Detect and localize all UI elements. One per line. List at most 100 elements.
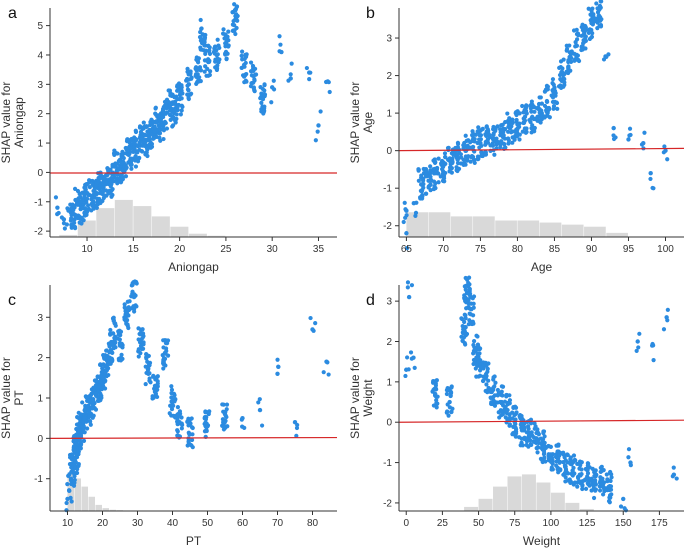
- data-point: [566, 64, 571, 69]
- data-point: [598, 5, 603, 10]
- data-point: [475, 157, 480, 162]
- data-point: [671, 472, 677, 477]
- data-point: [501, 141, 506, 146]
- data-point: [542, 114, 547, 119]
- data-point: [89, 399, 95, 405]
- data-point: [96, 398, 102, 403]
- data-point: [252, 77, 257, 82]
- data-point: [476, 359, 481, 364]
- data-point: [321, 370, 326, 375]
- data-point: [143, 381, 148, 387]
- histogram-bar: [579, 508, 594, 511]
- data-point: [82, 430, 87, 435]
- data-point: [431, 403, 436, 408]
- x-tick-label: 125: [579, 518, 596, 529]
- data-point: [442, 154, 448, 160]
- data-point: [231, 28, 236, 33]
- data-point: [507, 398, 513, 403]
- data-point: [500, 133, 505, 138]
- y-tick-label: 1: [386, 109, 392, 120]
- data-point: [542, 103, 548, 109]
- data-point: [175, 88, 180, 93]
- data-point: [512, 137, 517, 142]
- data-point: [550, 99, 556, 105]
- data-point: [64, 222, 70, 227]
- data-point: [170, 399, 175, 405]
- data-point: [555, 106, 560, 111]
- histogram-bar: [151, 216, 170, 237]
- data-point: [294, 433, 299, 438]
- data-point: [213, 44, 218, 49]
- data-point: [123, 174, 129, 179]
- data-point: [74, 470, 80, 476]
- histogram-bar: [109, 509, 116, 511]
- histogram-bar: [606, 232, 628, 237]
- data-point: [81, 438, 87, 444]
- data-point: [133, 155, 138, 160]
- data-point: [154, 120, 159, 125]
- data-point: [131, 304, 136, 309]
- data-point: [529, 109, 534, 114]
- data-point: [532, 421, 537, 426]
- data-point: [446, 413, 451, 418]
- data-point: [158, 123, 164, 128]
- data-point: [288, 76, 293, 81]
- data-point: [591, 495, 597, 501]
- data-point: [649, 343, 655, 348]
- data-point: [109, 341, 114, 347]
- histogram-bar: [565, 502, 580, 511]
- histogram-bar: [536, 482, 551, 511]
- data-point: [448, 393, 453, 399]
- y-tick-label: -1: [34, 197, 43, 208]
- histogram-bar: [133, 206, 152, 237]
- data-point: [211, 50, 217, 55]
- data-point: [505, 400, 510, 406]
- y-tick-label: 2: [386, 71, 392, 82]
- y-tick-label: -2: [383, 221, 392, 232]
- data-point: [204, 428, 209, 434]
- data-point: [224, 56, 229, 61]
- data-point: [551, 106, 556, 111]
- data-point: [512, 420, 517, 425]
- data-point: [87, 419, 93, 424]
- panel-label: d: [366, 292, 375, 309]
- data-point: [189, 416, 194, 421]
- data-point: [269, 85, 275, 90]
- data-point: [567, 58, 572, 63]
- data-point: [141, 120, 146, 125]
- data-point: [559, 69, 565, 75]
- data-point: [627, 126, 633, 131]
- data-point: [205, 58, 210, 64]
- y-tick-label: 2: [37, 353, 43, 364]
- data-point: [573, 57, 578, 62]
- data-point: [535, 429, 540, 435]
- data-point: [507, 125, 513, 131]
- data-point: [471, 321, 476, 326]
- data-point: [477, 368, 483, 373]
- data-point: [194, 57, 199, 62]
- data-point: [642, 130, 647, 135]
- data-point: [163, 111, 168, 116]
- data-point: [404, 231, 409, 236]
- data-point: [175, 433, 180, 438]
- data-point: [208, 69, 213, 74]
- data-point: [586, 461, 591, 466]
- x-tick-label: 50: [473, 518, 485, 529]
- data-point: [147, 376, 152, 381]
- data-point: [475, 334, 480, 339]
- data-point: [548, 452, 554, 457]
- data-point: [568, 455, 573, 460]
- y-axis-label-line2: Aniongap: [12, 97, 26, 148]
- data-point: [461, 327, 467, 332]
- data-point: [431, 167, 436, 172]
- data-point: [635, 339, 640, 344]
- data-point: [95, 374, 100, 379]
- data-point: [671, 465, 676, 470]
- data-point: [161, 104, 166, 110]
- data-point: [223, 41, 229, 46]
- data-point: [258, 85, 263, 90]
- data-point: [117, 343, 123, 348]
- data-point: [135, 143, 141, 149]
- data-point: [471, 351, 476, 356]
